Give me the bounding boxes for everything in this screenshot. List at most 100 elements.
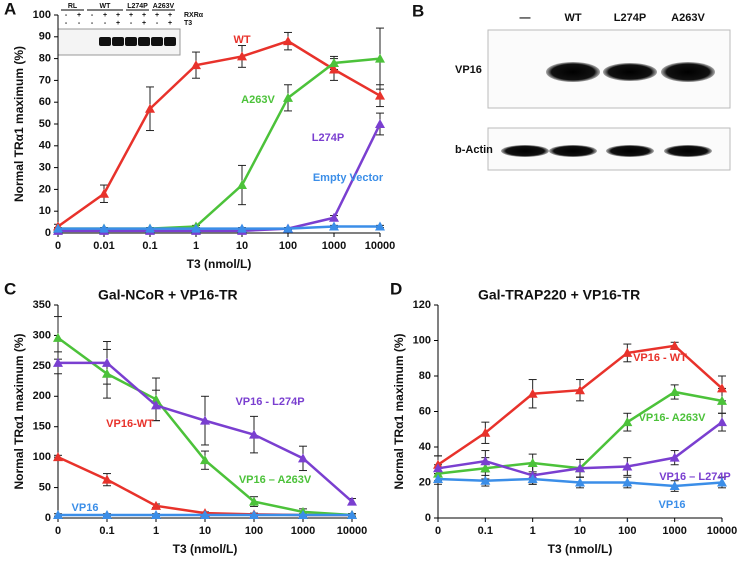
x-tick-label: 0.01 [93,240,114,252]
series-label: VP16 [72,502,99,514]
x-tick-label: 100 [618,525,636,537]
marker [145,223,155,233]
series-line [58,225,380,230]
y-tick-label: 30 [39,162,51,174]
y-tick-label: 40 [39,140,51,152]
lane-label: — [520,12,531,24]
panel-letter: B [412,1,424,20]
series-label: L274P [312,132,344,144]
marker [53,509,63,519]
marker [717,417,727,427]
marker [717,383,727,393]
marker [527,388,538,398]
y-tick-label: 80 [419,370,431,382]
band [151,37,163,46]
band [661,62,715,82]
inset-sign: - [78,20,81,27]
x-axis-label: T3 (nmol/L) [187,257,252,271]
x-tick-label: 100 [279,240,297,252]
y-tick-label: 100 [413,334,431,346]
marker [329,212,339,222]
marker [669,481,680,491]
marker [575,463,585,473]
inset-sign: + [142,12,146,19]
marker [347,509,357,519]
x-tick-label: 1000 [291,525,315,537]
band [138,37,150,46]
panel-letter: C [4,279,16,298]
marker [480,427,491,437]
x-tick-label: 0 [55,525,61,537]
marker [53,452,63,462]
series-label: VP16 - WT [633,352,687,364]
marker [53,223,63,233]
band [164,37,176,46]
y-tick-label: 250 [33,360,51,372]
marker [298,453,308,463]
y-tick-label: 60 [419,405,431,417]
x-tick-label: 0.1 [142,240,157,252]
band [125,37,137,46]
marker [191,60,201,70]
marker [283,92,293,102]
inset-group: L274P [127,3,148,10]
series-label: A263V [241,94,275,106]
marker [283,36,293,46]
panel-letter: A [4,0,16,18]
inset-sign: + [129,12,133,19]
inset-group: WT [100,3,112,10]
x-tick-label: 10 [199,525,211,537]
marker [237,223,247,233]
y-tick-label: 350 [33,299,51,311]
inset-sign: - [104,20,107,27]
x-tick-label: 0.1 [99,525,114,537]
inset-sign: - [65,12,68,19]
row-label: VP16 [455,64,482,76]
x-tick-label: 1 [153,525,159,537]
inset-row-label: RXRα [184,12,204,19]
marker [249,509,259,519]
marker [433,463,443,473]
marker [480,456,491,466]
marker [145,103,155,113]
marker [575,385,585,395]
band [99,37,111,46]
marker [622,477,633,487]
marker [669,340,680,350]
series-line [57,39,381,228]
series-label: VP16- A263V [639,412,707,424]
marker [622,347,633,357]
inset-sign: - [130,20,133,27]
marker [237,180,247,190]
inset-sign: + [116,20,120,27]
inset-sign: + [103,12,107,19]
lane-label: WT [564,12,581,24]
band [112,37,124,46]
inset-sign: + [155,12,159,19]
inset-sign: + [142,20,146,27]
x-tick-label: 1000 [322,240,346,252]
x-axis-label: T3 (nmol/L) [548,542,613,556]
marker [622,417,633,427]
y-tick-label: 20 [39,183,51,195]
x-tick-label: 10 [236,240,248,252]
y-tick-label: 200 [33,390,51,402]
inset-sign: + [168,20,172,27]
band [546,62,600,82]
marker [102,474,112,484]
x-tick-label: 0 [435,525,441,537]
inset-sign: - [156,20,159,27]
y-tick-label: 0 [45,227,51,239]
inset-sign: - [91,12,94,19]
y-axis-label: Normal TRα1 maximum (%) [12,46,26,202]
y-tick-label: 70 [39,74,51,86]
inset-group: A263V [153,3,175,10]
marker [527,473,538,483]
marker [151,400,161,410]
series-label: VP16 [659,499,686,511]
inset-sign: - [91,20,94,27]
marker [375,53,385,63]
lane-label: A263V [671,12,705,24]
band [603,63,657,81]
